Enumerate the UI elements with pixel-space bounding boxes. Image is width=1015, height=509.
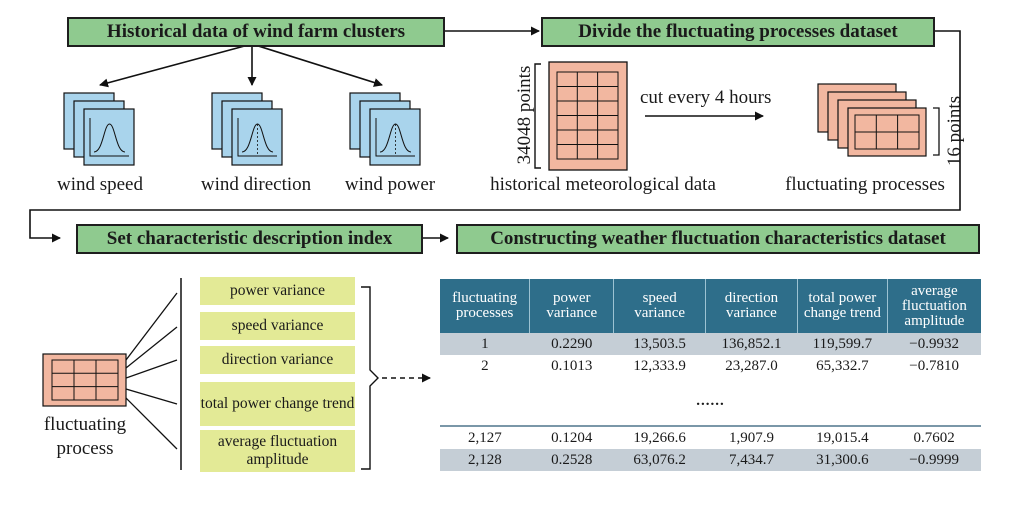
historical-grid-icon (534, 61, 628, 171)
characteristics-table: fluctuating processes power variance spe… (440, 279, 981, 471)
index-average-fluctuation-amplitude: average fluctuation amplitude (200, 430, 355, 472)
wind-direction-label: wind direction (200, 174, 312, 195)
table-cell: 136,852.1 (705, 333, 798, 355)
wind-speed-icon (63, 92, 135, 166)
fp-label-line1: fluctuating (43, 414, 127, 435)
points-left-label: 34048 points (514, 65, 535, 165)
fluctuating-processes-icon (817, 83, 940, 157)
table-cell: 12,333.9 (613, 355, 706, 377)
arrow-to-wind-power (251, 43, 383, 87)
table-cell: 0.7602 (887, 425, 981, 449)
table-cell: 19,015.4 (797, 425, 888, 449)
table-cell: 1 (440, 333, 530, 355)
table-row: 2,128 0.2528 63,076.2 7,434.7 31,300.6 −… (440, 449, 981, 471)
table-cell: 63,076.2 (613, 449, 706, 471)
table-cell: 2,128 (440, 449, 530, 471)
fluctuating-process-icon (42, 353, 127, 407)
wrap-connector (29, 30, 961, 243)
table-cell: 13,503.5 (613, 333, 706, 355)
table-cell: 2,127 (440, 425, 530, 449)
table-ellipsis-row: ...... (440, 377, 981, 426)
table-cell: 31,300.6 (797, 449, 888, 471)
table-cell: 0.1204 (529, 425, 614, 449)
table-cell: 19,266.6 (613, 425, 706, 449)
index-total-power-change-trend: total power change trend (200, 382, 355, 426)
points-right-label: 16 points (944, 95, 965, 167)
historical-data-box: Historical data of wind farm clusters (67, 17, 445, 47)
table-cell: 7,434.7 (705, 449, 798, 471)
table-row: 2 0.1013 12,333.9 23,287.0 65,332.7 −0.7… (440, 355, 981, 377)
table-cell: 119,599.7 (797, 333, 888, 355)
table-row: 1 0.2290 13,503.5 136,852.1 119,599.7 −0… (440, 333, 981, 355)
table-cell: −0.7810 (887, 355, 981, 377)
table-row: 2,127 0.1204 19,266.6 1,907.9 19,015.4 0… (440, 425, 981, 449)
table-cell: 0.1013 (529, 355, 614, 377)
wind-power-label: wind power (344, 174, 436, 195)
table-cell: 2 (440, 355, 530, 377)
arrow-to-wind-speed (99, 43, 253, 88)
wind-direction-icon (211, 92, 283, 166)
header-average-fluctuation-amplitude: average fluctuation amplitude (887, 279, 981, 333)
cut-label: cut every 4 hours (640, 87, 772, 108)
index-direction-variance: direction variance (200, 346, 355, 374)
table-cell: −0.9932 (887, 333, 981, 355)
fluctuating-processes-label: fluctuating processes (785, 174, 945, 195)
header-direction-variance: direction variance (705, 279, 798, 333)
fp-label-line2: process (56, 438, 114, 459)
table-cell: 1,907.9 (705, 425, 798, 449)
index-fan-lines (125, 292, 178, 450)
set-index-box: Set characteristic description index (76, 224, 423, 254)
wind-speed-label: wind speed (56, 174, 143, 195)
table-cell: 23,287.0 (705, 355, 798, 377)
header-power-variance: power variance (529, 279, 615, 333)
table-cell: 0.2528 (529, 449, 614, 471)
table-cell: 65,332.7 (797, 355, 888, 377)
table-cell: −0.9999 (887, 449, 981, 471)
header-total-power-change-trend: total power change trend (797, 279, 888, 333)
historical-data-label: historical meteorological data (490, 174, 716, 195)
index-right-brace (361, 286, 379, 470)
table-cell: 0.2290 (529, 333, 614, 355)
header-speed-variance: speed variance (613, 279, 707, 333)
construct-dataset-box: Constructing weather fluctuation charact… (456, 224, 980, 254)
header-fluctuating-processes: fluctuating processes (440, 279, 531, 333)
divide-dataset-box: Divide the fluctuating processes dataset (541, 17, 935, 47)
fluctuating-process-label: fluctuating process (35, 413, 135, 461)
table-header-row: fluctuating processes power variance spe… (440, 279, 981, 333)
index-speed-variance: speed variance (200, 312, 355, 340)
table-ellipsis: ...... (440, 377, 981, 426)
wind-power-icon (349, 92, 421, 166)
index-power-variance: power variance (200, 277, 355, 305)
